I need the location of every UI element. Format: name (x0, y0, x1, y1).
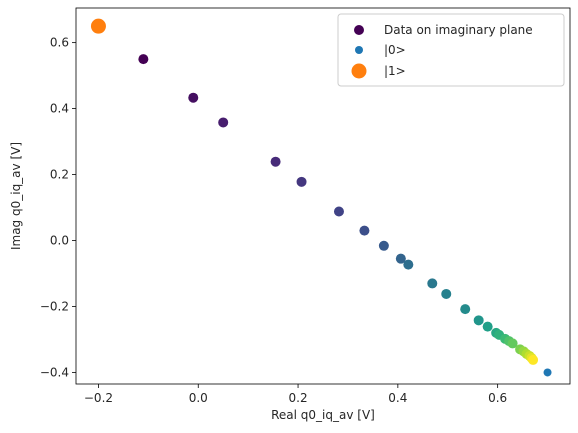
data-point (395, 253, 406, 264)
data-point (333, 206, 344, 217)
data-point (378, 240, 389, 251)
x-axis-label: Real q0_iq_av [V] (271, 408, 375, 422)
legend-marker-state-0 (355, 46, 363, 54)
y-tick-label: 0.6 (50, 36, 69, 50)
y-tick-label: 0.0 (50, 234, 69, 248)
data-point (188, 92, 199, 103)
state-1-point (90, 18, 106, 34)
y-tick-label: 0.2 (50, 168, 69, 182)
y-tick-label: −0.2 (40, 299, 69, 313)
legend: Data on imaginary plane |0> |1> (337, 13, 565, 87)
data-point (218, 117, 229, 128)
legend-box (337, 13, 565, 87)
state-0-point (543, 368, 552, 377)
legend-label-state-0: |0> (384, 43, 406, 57)
data-point (270, 156, 281, 167)
legend-label-data: Data on imaginary plane (384, 23, 533, 37)
x-axis-ticks: −0.2 0.0 0.2 0.4 0.6 (84, 384, 507, 405)
legend-marker-state-1 (351, 63, 367, 79)
x-tick-label: 0.4 (388, 391, 407, 405)
data-point (482, 321, 493, 332)
data-point (473, 315, 484, 326)
plot-area-frame (75, 7, 571, 385)
x-tick-label: 0.2 (289, 391, 308, 405)
data-point (138, 54, 149, 65)
data-point (441, 288, 452, 299)
data-point (528, 354, 539, 365)
y-axis-ticks: −0.4 −0.2 0.0 0.2 0.4 0.6 (40, 36, 76, 379)
x-tick-label: −0.2 (84, 391, 113, 405)
data-point (296, 176, 307, 187)
y-tick-label: −0.4 (40, 365, 69, 379)
legend-label-state-1: |1> (384, 64, 406, 78)
data-point (359, 225, 370, 236)
y-axis-label: Imag q0_iq_av [V] (9, 142, 23, 250)
data-point (427, 278, 438, 289)
data-point (507, 338, 518, 349)
x-tick-label: 0.0 (189, 391, 208, 405)
legend-marker-data (354, 25, 364, 35)
data-point (460, 304, 471, 315)
x-tick-label: 0.6 (488, 391, 507, 405)
data-point (403, 259, 414, 270)
data-points (90, 18, 552, 377)
y-tick-label: 0.4 (50, 102, 69, 116)
